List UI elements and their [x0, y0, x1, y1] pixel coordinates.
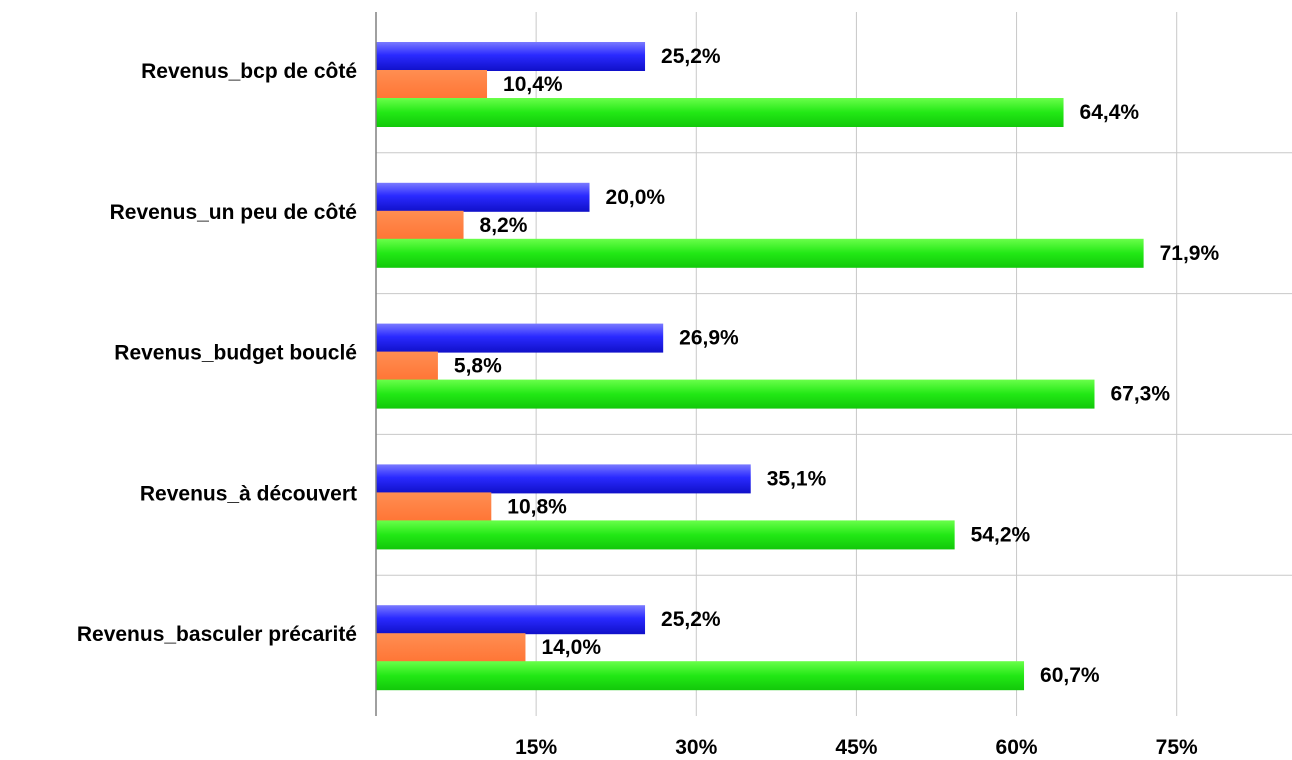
data-label: 10,4% — [503, 73, 563, 96]
category-label: Revenus_à découvert — [140, 482, 357, 505]
category-label: Revenus_un peu de côté — [110, 201, 357, 224]
x-tick-label: 45% — [835, 736, 877, 759]
category-label: Revenus_bcp de côté — [141, 60, 357, 83]
bar-series-2 — [376, 351, 438, 381]
data-label: 64,4% — [1080, 101, 1140, 124]
data-label: 14,0% — [541, 636, 601, 659]
x-tick-label: 75% — [1156, 736, 1198, 759]
data-label: 26,9% — [679, 327, 739, 350]
bar-series-2 — [376, 210, 464, 240]
bar-series-1 — [376, 42, 646, 71]
category-label: Revenus_basculer précarité — [77, 623, 357, 646]
data-label: 54,2% — [971, 523, 1031, 546]
bar-series-3 — [376, 98, 1064, 127]
x-tick-label: 60% — [996, 736, 1038, 759]
bar-series-1 — [376, 605, 646, 635]
bar-series-3 — [376, 379, 1095, 409]
bars — [376, 42, 1144, 691]
data-label: 20,0% — [606, 186, 666, 209]
bar-series-1 — [376, 323, 664, 353]
bar-series-2 — [376, 70, 488, 99]
bar-series-3 — [376, 520, 955, 550]
data-label: 60,7% — [1040, 664, 1100, 687]
grid-lines — [376, 12, 1292, 716]
bar-series-1 — [376, 182, 590, 212]
x-tick-label: 30% — [675, 736, 717, 759]
category-label: Revenus_budget bouclé — [114, 342, 357, 365]
data-label: 5,8% — [454, 355, 502, 378]
data-label: 8,2% — [480, 214, 528, 237]
bar-series-3 — [376, 238, 1144, 268]
bar-series-3 — [376, 661, 1025, 691]
labels: 15% 30% 45% 60% 75% 25,2% 10,4% 64,4% Revenus_bc… — [77, 45, 1220, 759]
bar-series-2 — [376, 633, 526, 663]
data-label: 10,8% — [507, 495, 567, 518]
data-label: 25,2% — [661, 608, 721, 631]
data-label: 35,1% — [767, 467, 827, 490]
data-label: 67,3% — [1110, 383, 1170, 406]
bar-series-1 — [376, 464, 751, 494]
data-label: 71,9% — [1160, 242, 1220, 265]
data-label: 25,2% — [661, 45, 721, 68]
bar-series-2 — [376, 492, 492, 522]
x-tick-label: 15% — [515, 736, 557, 759]
